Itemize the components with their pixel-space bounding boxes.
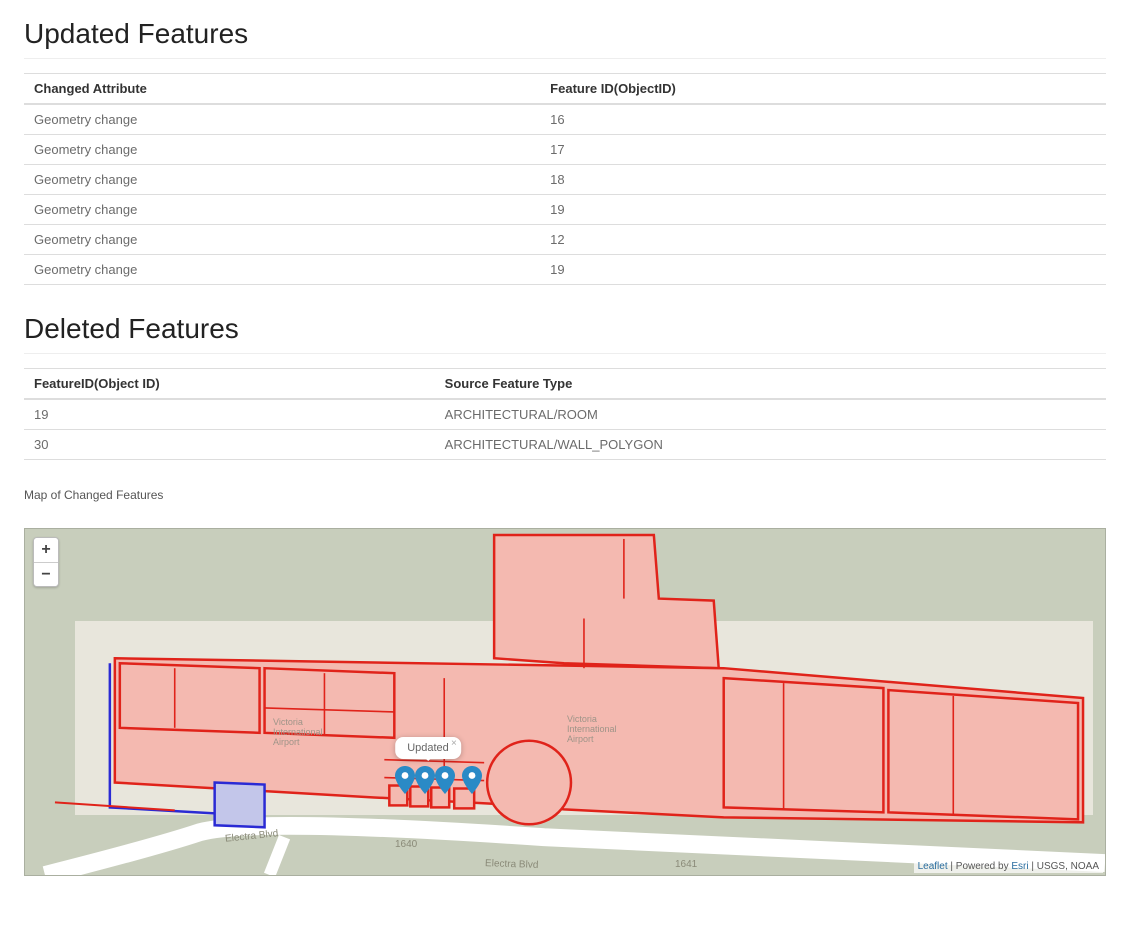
table-cell: 17: [540, 135, 1106, 165]
table-cell: Geometry change: [24, 104, 540, 135]
map[interactable]: VictoriaInternationalAirport VictoriaInt…: [24, 528, 1106, 876]
table-cell: 19: [24, 399, 435, 430]
table-row: Geometry change17: [24, 135, 1106, 165]
building-label: VictoriaInternationalAirport: [567, 714, 617, 744]
table-cell: ARCHITECTURAL/ROOM: [435, 399, 1106, 430]
map-overlay: [25, 529, 1105, 875]
zoom-control: + −: [33, 537, 59, 587]
table-cell: Geometry change: [24, 195, 540, 225]
column-header: Source Feature Type: [435, 369, 1106, 400]
zoom-in-button[interactable]: +: [34, 538, 58, 562]
table-cell: Geometry change: [24, 165, 540, 195]
table-cell: 12: [540, 225, 1106, 255]
deleted-features-table: FeatureID(Object ID)Source Feature Type …: [24, 368, 1106, 460]
table-row: Geometry change12: [24, 225, 1106, 255]
table-cell: 19: [540, 195, 1106, 225]
leaflet-link[interactable]: Leaflet: [918, 861, 948, 872]
updated-features-table: Changed AttributeFeature ID(ObjectID) Ge…: [24, 73, 1106, 285]
zoom-out-button[interactable]: −: [34, 562, 58, 586]
road-number: 1640: [395, 839, 417, 850]
table-row: 30ARCHITECTURAL/WALL_POLYGON: [24, 430, 1106, 460]
map-title: Map of Changed Features: [24, 488, 1106, 502]
building-label: VictoriaInternationalAirport: [273, 717, 323, 747]
table-cell: Geometry change: [24, 225, 540, 255]
table-row: 19ARCHITECTURAL/ROOM: [24, 399, 1106, 430]
esri-link[interactable]: Esri: [1011, 861, 1028, 872]
map-attribution: Leaflet | Powered by Esri | USGS, NOAA: [914, 860, 1103, 873]
column-header: Feature ID(ObjectID): [540, 74, 1106, 105]
popup-close-icon[interactable]: ×: [451, 738, 457, 749]
table-row: Geometry change16: [24, 104, 1106, 135]
table-cell: ARCHITECTURAL/WALL_POLYGON: [435, 430, 1106, 460]
table-cell: Geometry change: [24, 135, 540, 165]
column-header: Changed Attribute: [24, 74, 540, 105]
table-cell: 30: [24, 430, 435, 460]
map-marker-icon[interactable]: [395, 766, 415, 794]
road-number: 1641: [675, 859, 697, 870]
map-popup: Updated ×: [395, 737, 461, 759]
road-label: Electra Blvd: [485, 858, 539, 871]
table-row: Geometry change19: [24, 255, 1106, 285]
popup-label: Updated: [407, 742, 449, 754]
table-row: Geometry change19: [24, 195, 1106, 225]
map-marker-icon[interactable]: [462, 766, 482, 794]
table-cell: 18: [540, 165, 1106, 195]
table-cell: 16: [540, 104, 1106, 135]
deleted-features-heading: Deleted Features: [24, 313, 1106, 354]
updated-features-heading: Updated Features: [24, 18, 1106, 59]
table-cell: Geometry change: [24, 255, 540, 285]
map-marker-icon[interactable]: [435, 766, 455, 794]
table-row: Geometry change18: [24, 165, 1106, 195]
column-header: FeatureID(Object ID): [24, 369, 435, 400]
table-cell: 19: [540, 255, 1106, 285]
map-marker-icon[interactable]: [415, 766, 435, 794]
